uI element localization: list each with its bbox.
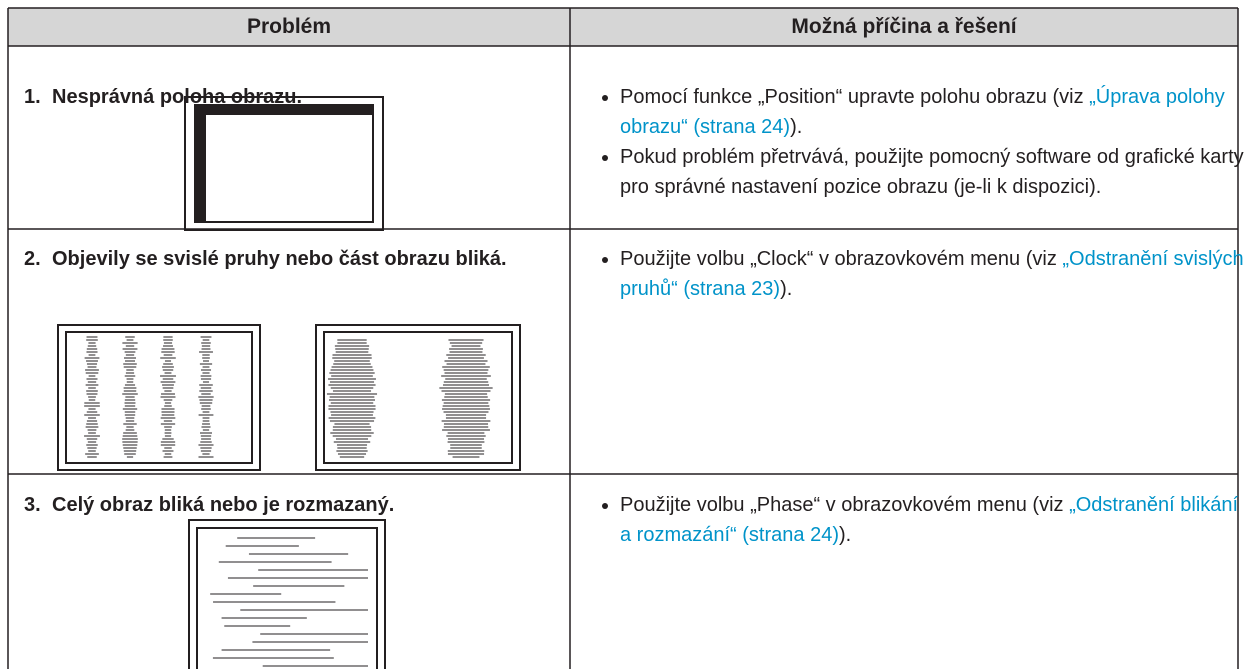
row-number: 1. xyxy=(24,86,41,108)
shifted-image-top xyxy=(196,106,373,115)
solution-list: Použijte volbu „Phase“ v obrazovkovém me… xyxy=(598,490,1244,550)
solution-text: ). xyxy=(780,278,793,300)
problem-text: Objevily se svislé pruhy nebo část obraz… xyxy=(52,248,507,270)
reference-link[interactable]: „Odstranění blikání a rozmazání“ (strana… xyxy=(620,494,1239,546)
solution-item: Pomocí funkce „Position“ upravte polohu … xyxy=(620,82,1244,142)
solution-text: Použijte volbu „Phase“ v obrazovkovém me… xyxy=(620,494,1070,516)
shifted-image-left xyxy=(196,106,206,222)
monitor-icons xyxy=(57,96,521,669)
solution-item: Pokud problém přetrvává, použijte pomocn… xyxy=(620,142,1244,202)
reference-link[interactable]: „Úprava polohy obrazu“ (strana 24) xyxy=(620,86,1225,138)
row-number: 2. xyxy=(24,248,41,270)
solution-list: Pomocí funkce „Position“ upravte polohu … xyxy=(598,82,1244,202)
row-number: 3. xyxy=(24,494,41,516)
artifact-lines xyxy=(84,336,493,667)
solution-text: Pomocí funkce „Position“ upravte polohu … xyxy=(620,86,1090,108)
header-cell: Problém xyxy=(246,15,332,38)
problem-text: Celý obraz bliká nebo je rozmazaný. xyxy=(52,494,395,516)
solution-item: Použijte volbu „Phase“ v obrazovkovém me… xyxy=(620,490,1244,550)
header-background xyxy=(8,8,1238,46)
solution-item: Použijte volbu „Clock“ v obrazovkovém me… xyxy=(620,244,1244,304)
solution-text: ). xyxy=(790,116,803,138)
solution-text: Pokud problém přetrvává, použijte pomocn… xyxy=(620,146,1244,198)
solution-text: ). xyxy=(838,524,852,546)
reference-link[interactable]: „Odstranění svislých pruhů“ (strana 23) xyxy=(620,248,1244,300)
solution-list: Použijte volbu „Clock“ v obrazovkovém me… xyxy=(598,244,1244,304)
problem-text: Nesprávná poloha obrazu. xyxy=(52,86,303,108)
header-cell: Možná příčina a řešení xyxy=(791,15,1017,38)
solution-text: Použijte volbu „Clock“ v obrazovkovém me… xyxy=(620,248,1063,270)
